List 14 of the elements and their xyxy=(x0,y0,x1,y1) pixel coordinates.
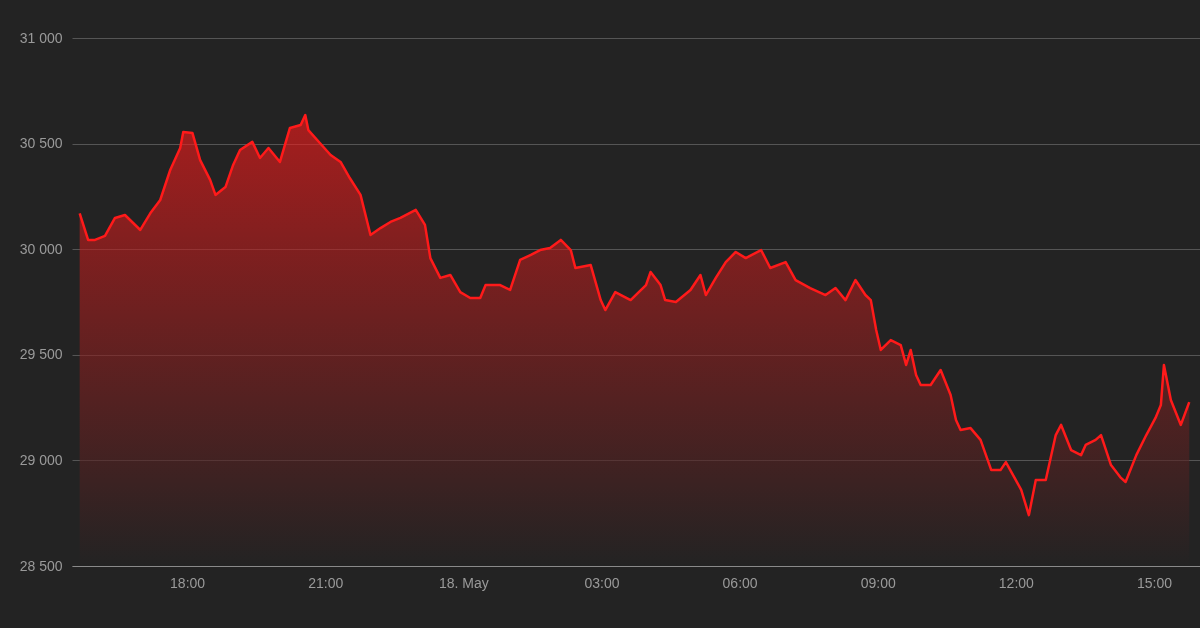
x-tick-label: 18:00 xyxy=(170,574,206,591)
x-tick-label: 09:00 xyxy=(860,574,896,591)
x-tick-label: 12:00 xyxy=(998,574,1035,591)
y-tick-label: 30 000 xyxy=(19,240,63,257)
x-tick-label: 15:00 xyxy=(1136,574,1173,591)
y-tick-label: 29 500 xyxy=(19,346,63,363)
y-tick-label: 29 000 xyxy=(19,451,63,468)
x-tick-label: 06:00 xyxy=(722,574,758,591)
y-tick-label: 28 500 xyxy=(19,557,63,574)
x-tick-label: 18. May xyxy=(438,574,489,591)
y-tick-label: 31 000 xyxy=(19,29,63,46)
x-tick-label: 21:00 xyxy=(308,574,344,591)
y-tick-label: 30 500 xyxy=(19,135,63,152)
x-tick-label: 03:00 xyxy=(584,574,620,591)
